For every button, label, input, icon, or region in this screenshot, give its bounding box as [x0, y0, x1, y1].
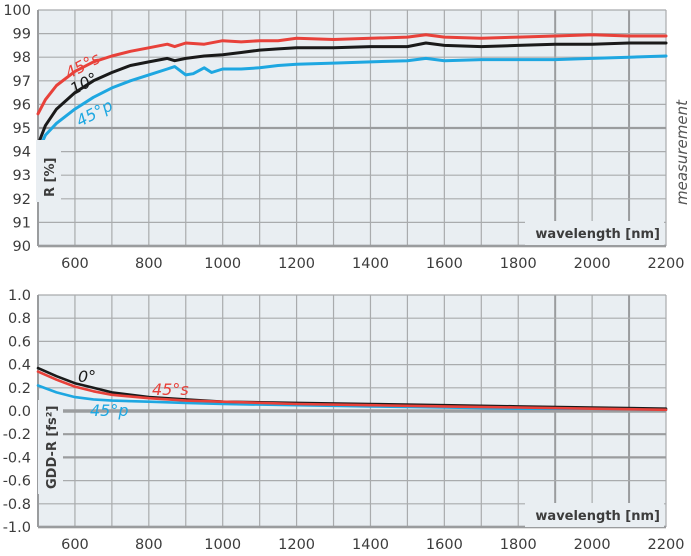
gdd-y-tick-label: -1.0 [3, 520, 31, 536]
gdd-y-tick-label: 0.4 [8, 358, 31, 374]
gdd-x-tick-label: 1400 [352, 537, 389, 553]
reflectance-y-tick-label: 94 [13, 145, 31, 161]
annotation-45s-bottom: 45°s [152, 380, 189, 399]
gdd-y-tick-label: -0.8 [3, 497, 31, 513]
gdd-series-45s [36, 370, 668, 412]
gdd-y-tick-label: 0.8 [8, 311, 31, 327]
gdd-x-tick-label: 2200 [648, 537, 685, 553]
gdd-y-tick-label: -0.6 [3, 474, 31, 490]
reflectance-xlabel: wavelength [nm] [535, 227, 660, 242]
reflectance-y-tick-label: 96 [13, 97, 31, 113]
gdd-x-tick-label: 1200 [278, 537, 315, 553]
reflectance-series-45p [36, 54, 668, 154]
annotation-45p-bottom: 45°p [90, 401, 129, 420]
gdd-x-tick-label: 1800 [500, 537, 537, 553]
reflectance-y-tick-label: 98 [13, 50, 31, 66]
reflectance-y-tick-label: 92 [13, 192, 31, 208]
reflectance-chart: 90 91 92 93 94 95 96 97 98 99 100 600 800 1000 1200 14… [3, 3, 684, 272]
reflectance-x-tick-label: 2200 [648, 256, 685, 272]
reflectance-xlabel-box: wavelength [nm] [525, 221, 664, 245]
reflectance-x-tick-label: 1200 [278, 256, 315, 272]
gdd-series [36, 366, 668, 412]
measurement-label: measurement [673, 99, 691, 205]
reflectance-y-ticks: 90 91 92 93 94 95 96 97 98 99 100 [3, 3, 31, 255]
reflectance-y-tick-label: 90 [13, 239, 31, 255]
gdd-xlabel-box: wavelength [nm] [525, 503, 664, 527]
reflectance-series [36, 33, 668, 154]
reflectance-y-tick-label: 91 [13, 215, 31, 231]
annotation-0deg-bottom: 0° [78, 367, 96, 386]
reflectance-x-tick-label: 1600 [426, 256, 463, 272]
reflectance-ylabel: R [%] [43, 158, 58, 197]
gdd-y-tick-label: 1.0 [8, 288, 31, 304]
gdd-x-tick-label: 1600 [426, 537, 463, 553]
gdd-y-ticks: -1.0 -0.8 -0.6 -0.4 -0.2 0.0 0.2 0.4 0.6 0.8 1.0 [3, 288, 31, 536]
gdd-y-tick-label: 0.2 [8, 381, 31, 397]
reflectance-series-45s [36, 33, 668, 116]
gdd-x-ticks: 600 800 1000 1200 1400 1600 1800 2000 2200 [61, 537, 684, 553]
gdd-x-tick-label: 2000 [574, 537, 611, 553]
gdd-ylabel-box: GDD-R [fs²] [38, 400, 63, 494]
reflectance-y-tick-label: 95 [13, 121, 31, 137]
reflectance-series-10 [36, 41, 668, 146]
gdd-ylabel: GDD-R [fs²] [45, 406, 60, 489]
reflectance-y-tick-label: 97 [13, 74, 31, 90]
reflectance-ylabel-box: R [%] [36, 140, 61, 202]
gdd-y-tick-label: -0.2 [3, 427, 31, 443]
reflectance-y-tick-label: 100 [3, 3, 31, 19]
reflectance-x-tick-label: 1000 [204, 256, 241, 272]
gdd-xlabel: wavelength [nm] [535, 509, 660, 524]
gdd-grid [37, 294, 667, 529]
gdd-x-tick-label: 1000 [204, 537, 241, 553]
gdd-y-tick-label: 0.0 [8, 404, 31, 420]
gdd-chart: -1.0 -0.8 -0.6 -0.4 -0.2 0.0 0.2 0.4 0.6 0.8 1.0 6… [3, 288, 685, 553]
gdd-y-tick-label: 0.6 [8, 334, 31, 350]
gdd-y-tick-label: -0.4 [3, 450, 31, 466]
reflectance-x-tick-label: 1800 [500, 256, 537, 272]
reflectance-x-tick-label: 600 [61, 256, 89, 272]
gdd-x-tick-label: 800 [135, 537, 163, 553]
reflectance-x-ticks: 600 800 1000 1200 1400 1600 1800 2000 2200 [61, 256, 684, 272]
reflectance-y-tick-label: 93 [13, 168, 31, 184]
gdd-x-tick-label: 600 [61, 537, 89, 553]
reflectance-y-tick-label: 99 [13, 27, 31, 43]
reflectance-x-tick-label: 1400 [352, 256, 389, 272]
reflectance-x-tick-label: 2000 [574, 256, 611, 272]
reflectance-x-tick-label: 800 [135, 256, 163, 272]
